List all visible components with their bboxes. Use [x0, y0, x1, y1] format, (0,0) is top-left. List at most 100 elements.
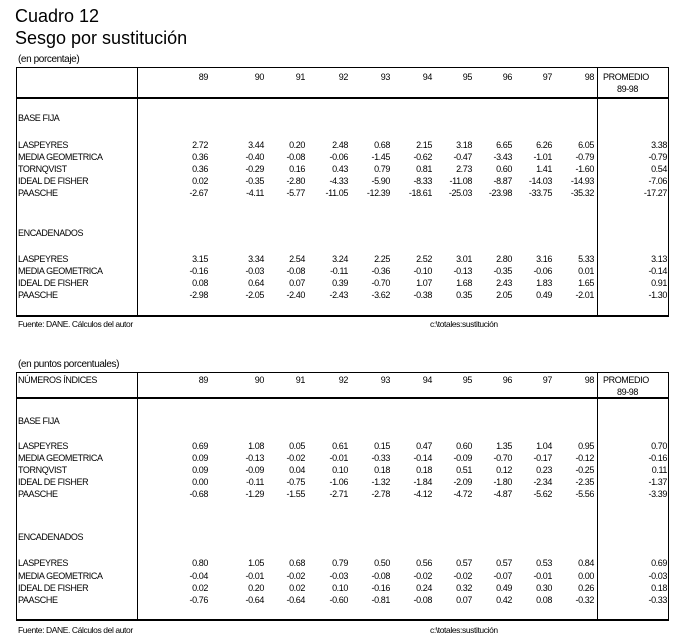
cell-value: -0.70 [371, 278, 390, 288]
cell-value: 0.51 [456, 465, 472, 475]
cell-value: -2.43 [329, 290, 348, 300]
cell-value: -0.02 [286, 453, 305, 463]
table-right-border [668, 372, 669, 619]
cell-value: 2.43 [496, 278, 512, 288]
cell-value: 0.07 [456, 595, 472, 605]
cell-value: -0.07 [493, 571, 512, 581]
cell-value: 0.16 [289, 164, 305, 174]
cell-value: -8.33 [413, 176, 432, 186]
cell-value: -11.05 [325, 188, 349, 198]
promedio-header: PROMEDIO [603, 375, 649, 385]
cell-value: -5.90 [371, 176, 390, 186]
column-header-94: 94 [422, 72, 433, 82]
cell-value: 0.08 [192, 278, 208, 288]
cell-value: 0.57 [496, 558, 512, 568]
cell-value: -1.84 [413, 477, 432, 487]
column-header-93: 93 [380, 375, 391, 385]
cell-value: 0.56 [416, 558, 432, 568]
cell-value: -0.32 [575, 595, 594, 605]
cell-value: -0.14 [413, 453, 432, 463]
table-top-border [16, 372, 669, 373]
cell-value: 0.26 [578, 583, 594, 593]
cell-value: 0.18 [374, 465, 390, 475]
cell-value: 0.79 [332, 558, 348, 568]
promedio-value: -0.16 [648, 453, 667, 463]
cell-value: -0.08 [371, 571, 390, 581]
source-note: Fuente: DANE. Cálculos del autor [18, 625, 133, 635]
cell-value: 0.02 [192, 583, 208, 593]
cell-value: -0.29 [245, 164, 264, 174]
column-header-95: 95 [462, 72, 473, 82]
cell-value: -1.60 [575, 164, 594, 174]
header-divider [16, 397, 669, 399]
document-title: Cuadro 12 [15, 6, 100, 26]
cell-value: 3.24 [332, 254, 348, 264]
cell-value: -33.75 [528, 188, 553, 198]
cell-value: -35.32 [570, 188, 595, 198]
promedio-value: 3.13 [651, 254, 667, 264]
row-label: LASPEYRES [18, 441, 68, 451]
row-label: MEDIA GEOMETRICA [18, 152, 103, 162]
cell-value: -4.11 [246, 188, 264, 198]
promedio-header: PROMEDIO [603, 72, 649, 82]
cell-value: -2.09 [453, 477, 472, 487]
promedio-header-range: 89-98 [617, 387, 639, 397]
cell-value: -14.93 [570, 176, 595, 186]
row-label: TORNQVIST [18, 164, 67, 174]
cell-value: -0.70 [493, 453, 512, 463]
cell-value: 0.15 [374, 441, 390, 451]
column-header-94: 94 [422, 375, 433, 385]
cell-value: -0.25 [575, 465, 594, 475]
cell-value: 0.68 [289, 558, 305, 568]
cell-value: -2.80 [286, 176, 305, 186]
cell-value: 2.48 [332, 140, 348, 150]
column-header-90: 90 [254, 375, 265, 385]
row-label: MEDIA GEOMETRICA [18, 266, 103, 276]
cell-value: 0.57 [456, 558, 472, 568]
cell-value: -1.55 [286, 489, 305, 499]
cell-value: -8.87 [493, 176, 512, 186]
promedio-value: -0.33 [648, 595, 667, 605]
cell-value: 2.25 [374, 254, 390, 264]
promedio-value: 0.70 [651, 441, 667, 451]
promedio-value: 0.54 [651, 164, 667, 174]
cell-value: -0.75 [286, 477, 305, 487]
cell-value: -0.11 [330, 266, 348, 276]
cell-value: 1.04 [536, 441, 552, 451]
cell-value: 0.42 [496, 595, 512, 605]
cell-value: 0.39 [332, 278, 348, 288]
column-header-96: 96 [502, 72, 513, 82]
cell-value: -0.08 [413, 595, 432, 605]
cell-value: 3.01 [456, 254, 472, 264]
cell-value: -0.64 [286, 595, 305, 605]
cell-value: -4.72 [453, 489, 472, 499]
cell-value: 0.02 [289, 583, 305, 593]
column-header-89: 89 [198, 72, 209, 82]
label-column-divider [137, 372, 138, 619]
cell-value: 0.24 [416, 583, 432, 593]
cell-value: -14.03 [528, 176, 553, 186]
cell-value: -0.08 [286, 266, 305, 276]
cell-value: 0.30 [536, 583, 552, 593]
cell-value: -0.03 [329, 571, 348, 581]
column-header-90: 90 [254, 72, 265, 82]
cell-value: 1.35 [496, 441, 512, 451]
cell-value: -1.06 [329, 477, 348, 487]
row-label: IDEAL DE FISHER [18, 477, 89, 487]
cell-value: -1.80 [493, 477, 512, 487]
cell-value: 0.43 [332, 164, 348, 174]
cell-value: -0.68 [189, 489, 208, 499]
row-label: IDEAL DE FISHER [18, 176, 89, 186]
cell-value: 0.09 [192, 465, 208, 475]
promedio-value: -1.30 [648, 290, 667, 300]
row-label: MEDIA GEOMETRICA [18, 453, 103, 463]
cell-value: -0.12 [575, 453, 594, 463]
cell-value: 3.15 [192, 254, 208, 264]
cell-value: -0.01 [533, 571, 552, 581]
row-label: LASPEYRES [18, 254, 68, 264]
section-title: BASE FIJA [18, 113, 60, 123]
cell-value: 1.65 [578, 278, 594, 288]
cell-value: 2.73 [456, 164, 472, 174]
cell-value: 1.68 [456, 278, 472, 288]
table-bottom-border [16, 619, 669, 621]
